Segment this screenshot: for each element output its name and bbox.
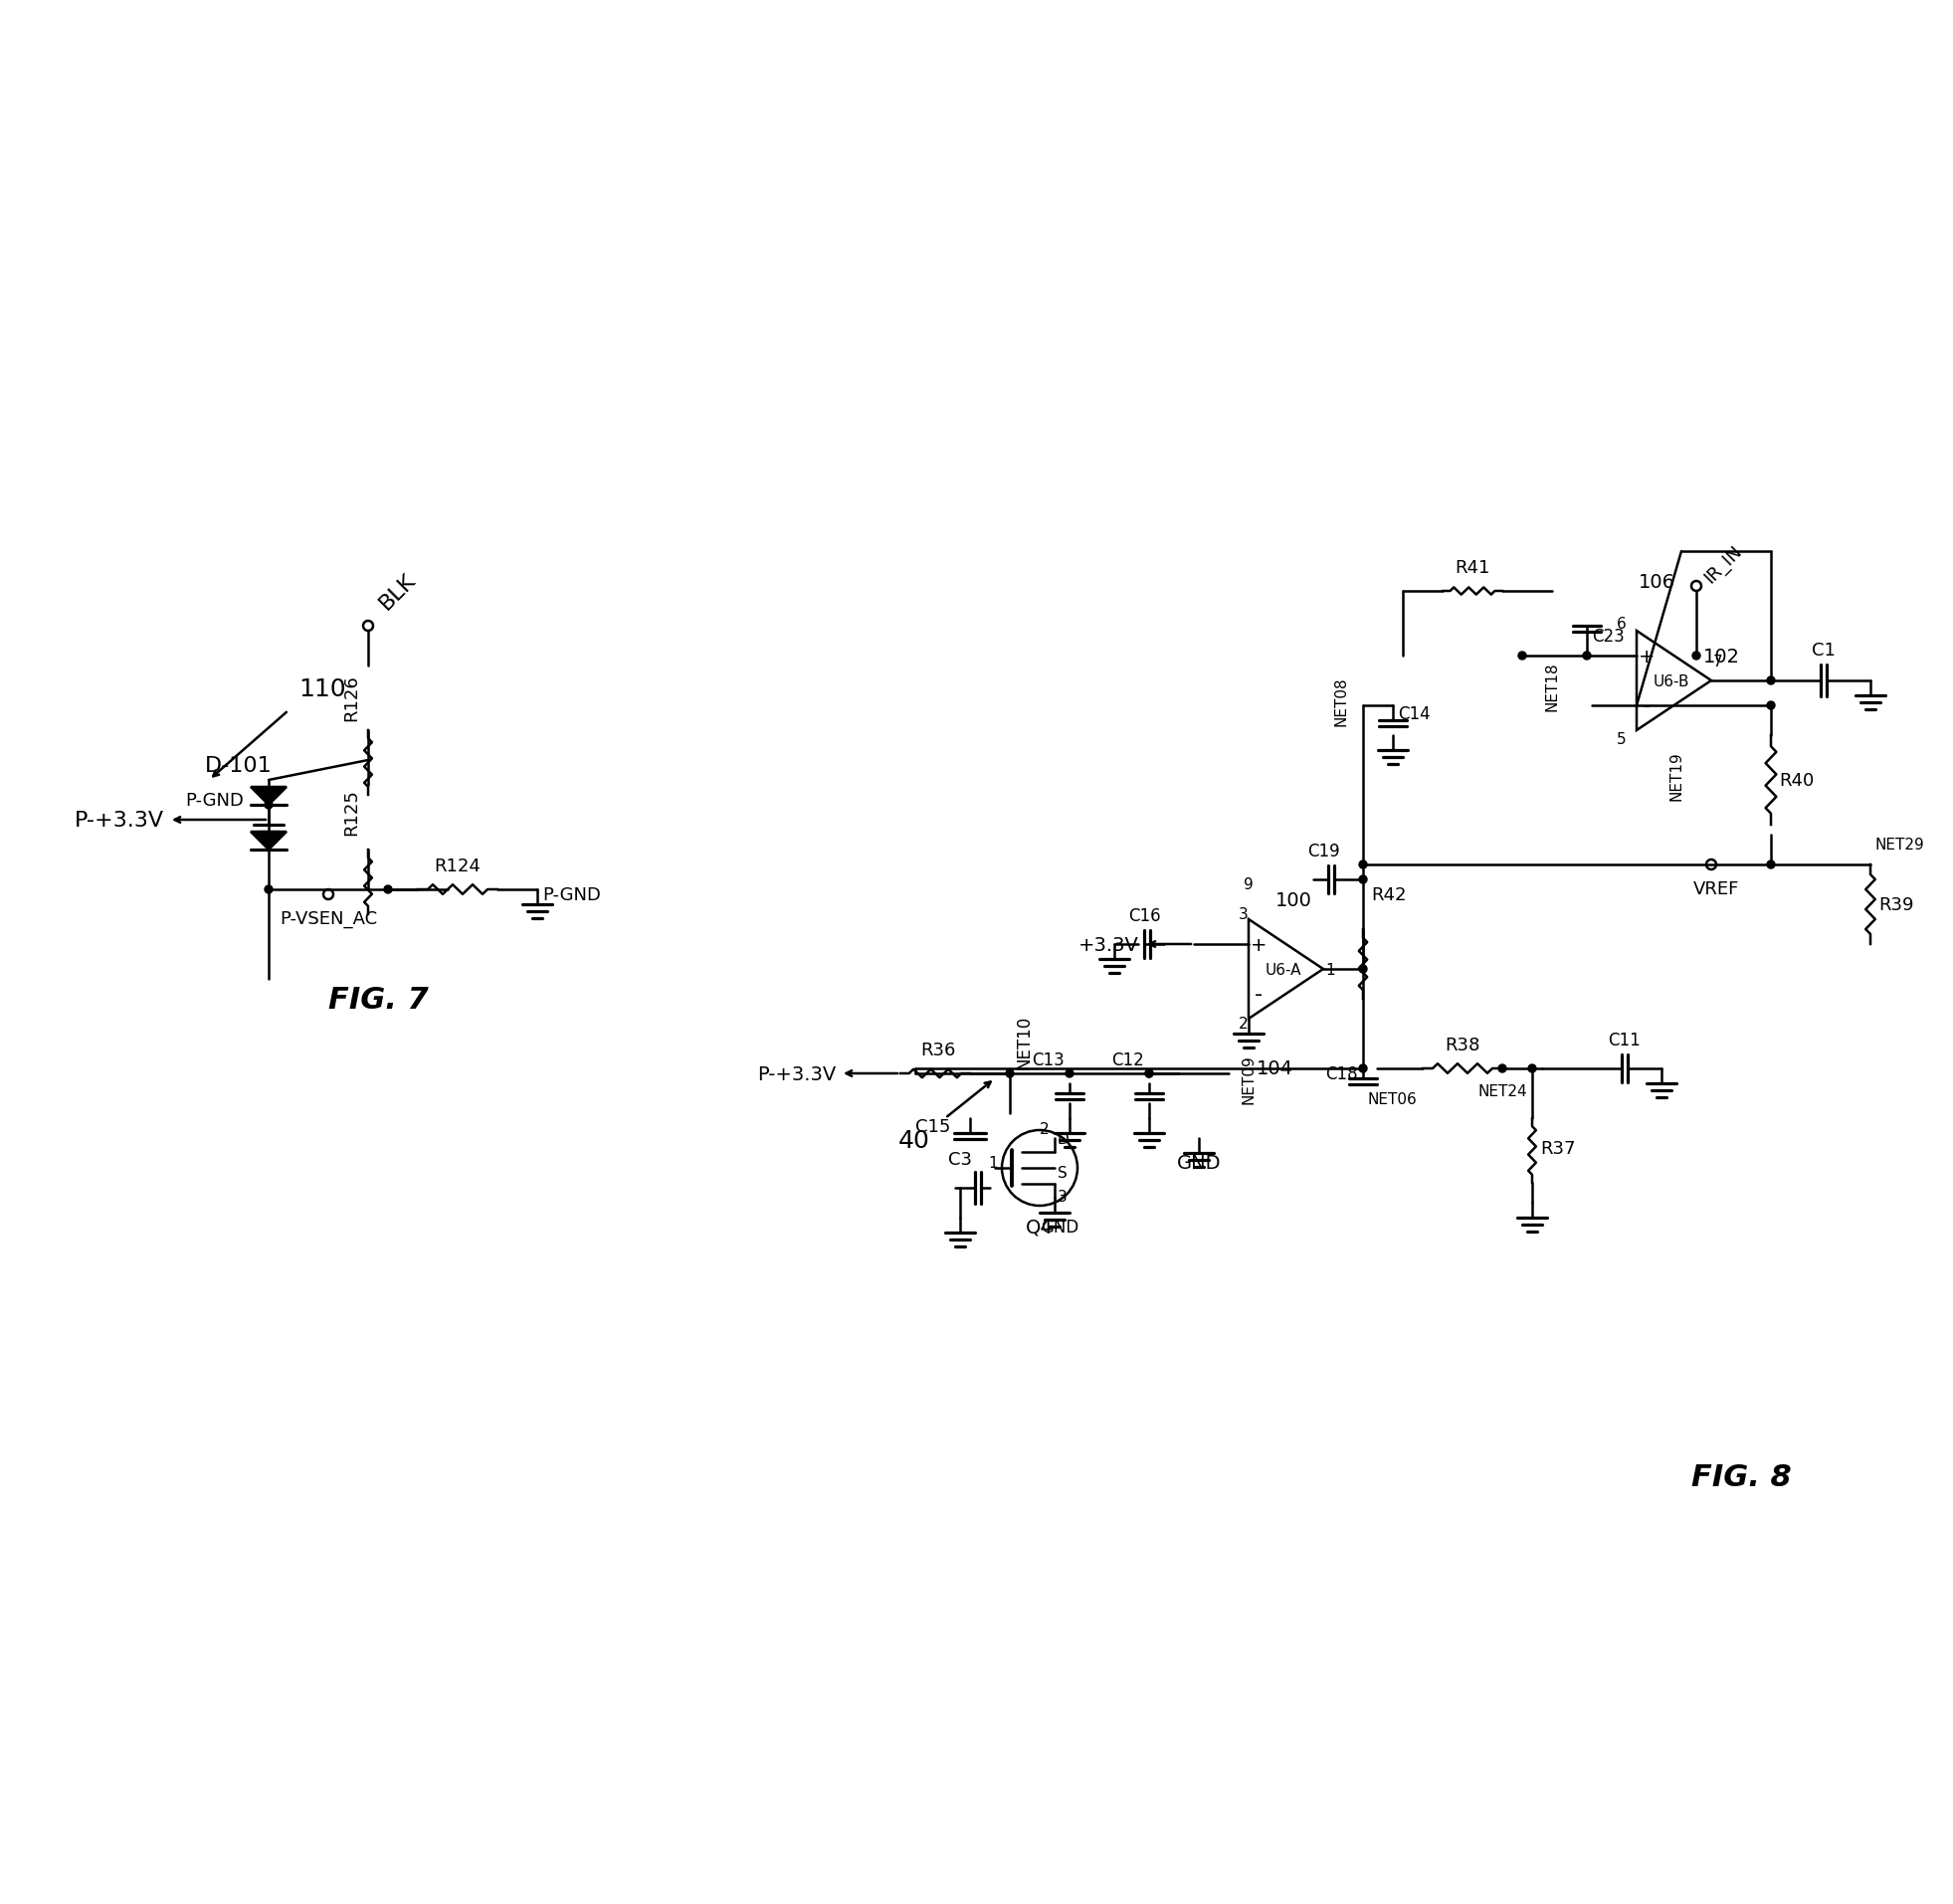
Text: P-+3.3V: P-+3.3V — [74, 811, 164, 830]
Text: FIG. 8: FIG. 8 — [1691, 1462, 1791, 1491]
Circle shape — [1359, 861, 1367, 868]
Text: C18: C18 — [1326, 1064, 1357, 1083]
Text: -: - — [1642, 697, 1650, 716]
Text: P-VSEN_AC: P-VSEN_AC — [279, 910, 377, 927]
Text: U6-B: U6-B — [1654, 674, 1689, 689]
Circle shape — [1359, 876, 1367, 883]
Text: R36: R36 — [920, 1041, 955, 1059]
Text: D: D — [1059, 1131, 1070, 1146]
Circle shape — [1693, 653, 1701, 661]
Text: NET10: NET10 — [1016, 1015, 1033, 1068]
Text: GND: GND — [1041, 1219, 1078, 1236]
Circle shape — [1767, 861, 1775, 868]
Circle shape — [1767, 678, 1775, 685]
Text: 2: 2 — [1238, 1017, 1248, 1032]
Text: 3: 3 — [1238, 908, 1248, 922]
Text: 1: 1 — [988, 1156, 998, 1171]
Text: FIG. 7: FIG. 7 — [328, 984, 428, 1013]
Text: 7: 7 — [1713, 653, 1723, 668]
Text: U6-A: U6-A — [1266, 962, 1301, 977]
Circle shape — [1006, 1070, 1014, 1078]
Text: R126: R126 — [342, 674, 359, 722]
Text: 100: 100 — [1275, 891, 1312, 910]
Text: NET24: NET24 — [1478, 1083, 1527, 1099]
Text: 104: 104 — [1256, 1059, 1293, 1078]
Text: 3: 3 — [1059, 1188, 1066, 1203]
Text: NET18: NET18 — [1545, 661, 1560, 710]
Text: C3: C3 — [947, 1150, 973, 1169]
Text: 1: 1 — [1326, 962, 1334, 977]
Circle shape — [266, 802, 273, 809]
Text: NET19: NET19 — [1670, 750, 1683, 800]
Text: C1: C1 — [1812, 642, 1836, 659]
Circle shape — [1527, 1064, 1537, 1072]
Text: C11: C11 — [1609, 1032, 1641, 1049]
Text: +: + — [1250, 935, 1267, 954]
Text: C14: C14 — [1398, 704, 1430, 724]
Text: P-GND: P-GND — [186, 792, 244, 809]
Text: 5: 5 — [1617, 731, 1627, 746]
Circle shape — [1066, 1070, 1074, 1078]
Text: R41: R41 — [1455, 558, 1490, 577]
Text: 102: 102 — [1703, 647, 1740, 666]
Circle shape — [1498, 1064, 1506, 1072]
Polygon shape — [250, 788, 287, 805]
Text: S: S — [1059, 1165, 1066, 1180]
Text: C19: C19 — [1307, 842, 1340, 861]
Text: NET06: NET06 — [1367, 1091, 1418, 1106]
Circle shape — [1767, 703, 1775, 710]
Text: 6: 6 — [1617, 615, 1627, 630]
Text: BLK: BLK — [377, 569, 420, 613]
Text: D-101: D-101 — [205, 756, 273, 775]
Text: IR_IN: IR_IN — [1701, 543, 1746, 586]
Text: +: + — [1639, 647, 1654, 666]
Text: C23: C23 — [1592, 628, 1625, 645]
Text: C15: C15 — [914, 1118, 951, 1135]
Text: +3.3V: +3.3V — [1078, 935, 1139, 954]
Text: P-GND: P-GND — [543, 885, 602, 904]
Text: 9: 9 — [1244, 878, 1254, 893]
Text: -: - — [1254, 984, 1262, 1003]
Text: 40: 40 — [898, 1129, 930, 1152]
Circle shape — [385, 885, 393, 893]
Text: NET29: NET29 — [1875, 838, 1926, 853]
Circle shape — [1359, 965, 1367, 973]
Circle shape — [1582, 653, 1592, 661]
Text: R39: R39 — [1879, 895, 1914, 914]
Text: C12: C12 — [1111, 1051, 1144, 1068]
Text: R37: R37 — [1541, 1139, 1576, 1158]
Circle shape — [1517, 653, 1525, 661]
Text: C16: C16 — [1129, 906, 1160, 925]
Circle shape — [1144, 1070, 1152, 1078]
Text: Q4: Q4 — [1025, 1219, 1053, 1238]
Text: 106: 106 — [1639, 573, 1676, 592]
Text: 110: 110 — [299, 678, 346, 701]
Text: R42: R42 — [1371, 885, 1406, 904]
Text: GND: GND — [1178, 1154, 1221, 1173]
Text: C13: C13 — [1031, 1051, 1064, 1068]
Text: R125: R125 — [342, 788, 359, 836]
Text: R124: R124 — [434, 857, 480, 876]
Text: NET09: NET09 — [1242, 1055, 1256, 1104]
Text: NET08: NET08 — [1334, 676, 1348, 725]
Circle shape — [1359, 1064, 1367, 1072]
Polygon shape — [250, 832, 287, 849]
Circle shape — [266, 885, 273, 893]
Text: R38: R38 — [1445, 1036, 1480, 1055]
Text: P-+3.3V: P-+3.3V — [758, 1064, 836, 1083]
Text: VREF: VREF — [1693, 880, 1740, 899]
Circle shape — [1144, 1070, 1152, 1078]
Text: R40: R40 — [1779, 771, 1814, 790]
Text: 2: 2 — [1041, 1121, 1049, 1137]
